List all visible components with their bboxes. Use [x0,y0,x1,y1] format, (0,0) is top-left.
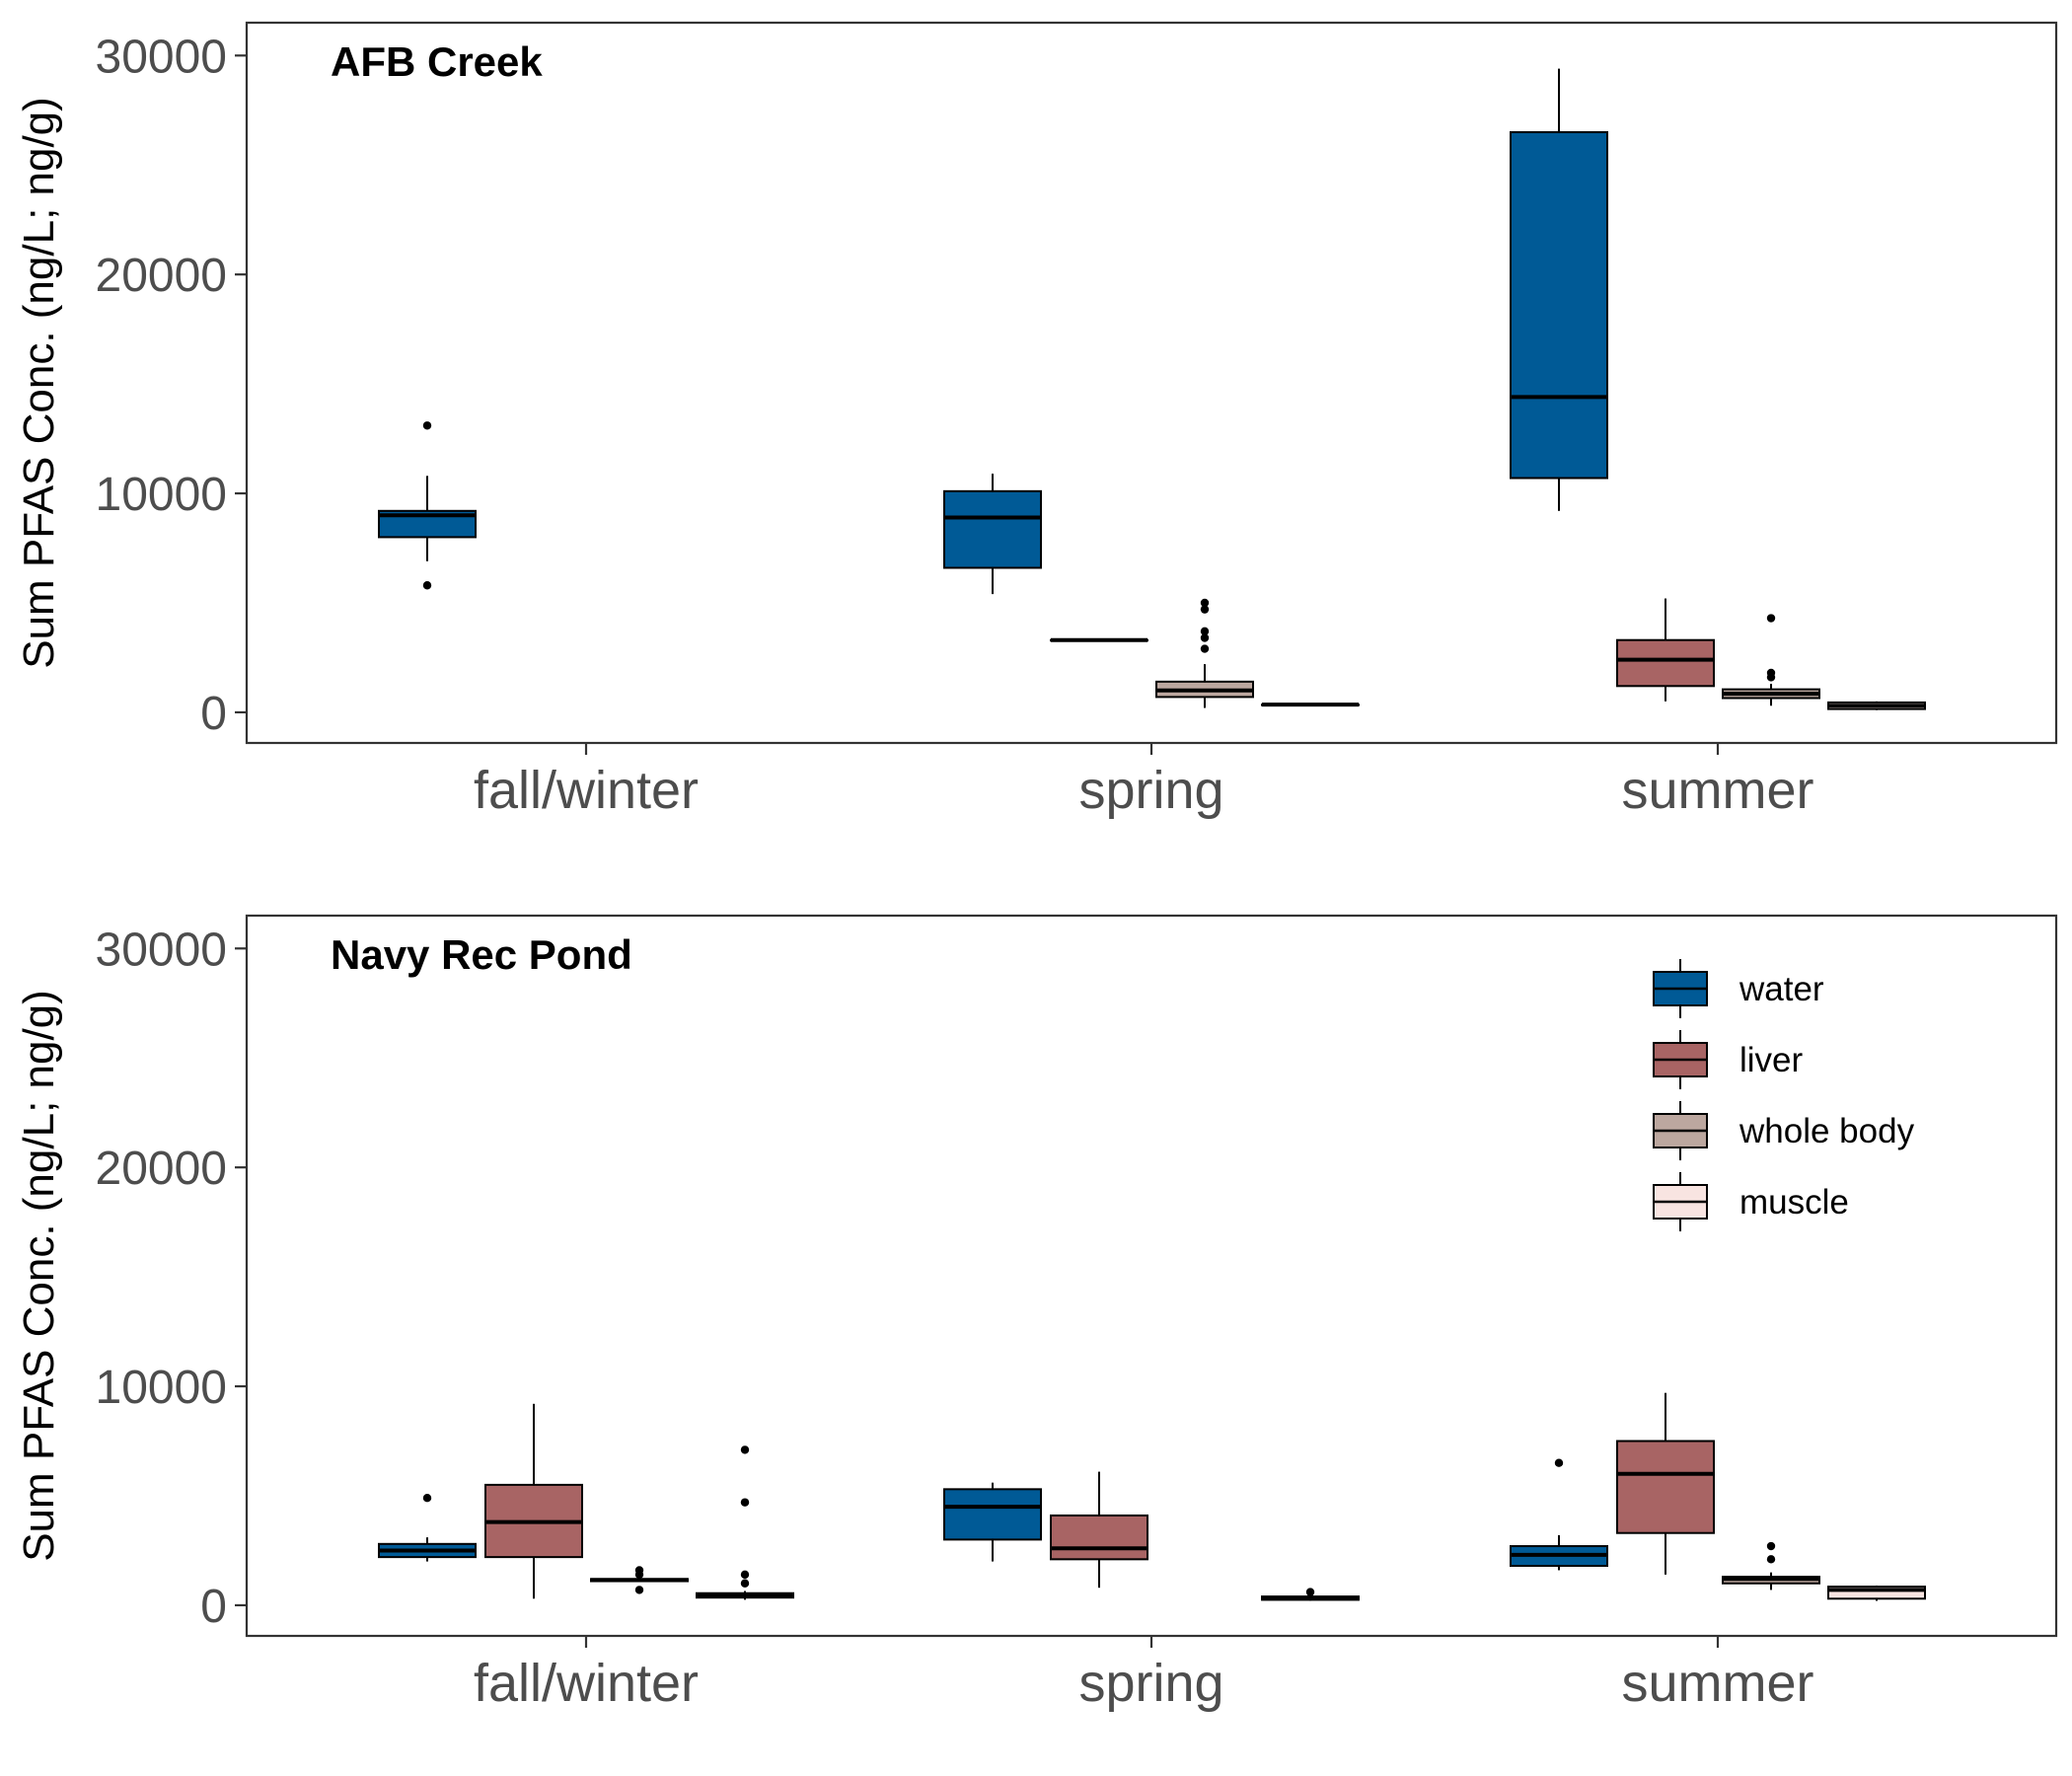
legend: water liver whole body muscle [1653,959,1915,1231]
panel-navy-rec-pond: 0 10000 20000 30000 fall/winter spring summer S… [15,914,2058,1713]
legend-label: muscle [1739,1183,1849,1221]
outlier-point [634,1566,644,1575]
box-iqr [943,1488,1042,1541]
box-water [943,1482,1042,1562]
box-muscle [696,1445,794,1600]
y-tick-label: 0 [200,1581,227,1633]
x-category-label: summer [1621,1654,1813,1713]
outlier-point [740,1445,750,1454]
x-category-label: spring [1078,1654,1223,1713]
outlier-point [422,421,432,430]
y-tick-label: 0 [200,688,227,740]
legend-item-liver: liver [1653,1030,1804,1089]
outlier-point [634,1586,644,1594]
panel-afb-creek: 0 10000 20000 30000 fall/winter spring summer S… [15,21,2058,820]
y-tick-label: 30000 [96,31,227,83]
x-category-label: fall/winter [474,761,699,820]
legend-item-muscle: muscle [1653,1172,1849,1231]
box-iqr [943,489,1042,569]
box-liver [1050,1471,1148,1589]
y-axis-label: Sum PFAS Conc. (ng/L; ng/g) [15,97,63,669]
legend-label: whole body [1739,1112,1915,1150]
outlier-point [422,1494,432,1503]
box-water [378,1494,477,1562]
outlier-point [1200,627,1210,636]
box-water [378,421,477,590]
outlier-point [1200,605,1210,614]
y-tick-label: 10000 [96,469,227,521]
box-liver [1616,1392,1715,1575]
legend-label: water [1739,970,1824,1008]
outlier-point [740,1570,750,1580]
box-whole-body [590,1566,689,1594]
outlier-point [1200,598,1210,608]
box-whole-body [1722,614,1820,706]
outlier-point [1766,1541,1776,1551]
box-liver [1050,637,1148,642]
box-muscle [1827,701,1926,710]
legend-item-water: water [1653,959,1824,1018]
box-water [943,474,1042,595]
box-whole-body [1722,1541,1820,1591]
y-axis-label: Sum PFAS Conc. (ng/L; ng/g) [15,990,63,1562]
outlier-point [1305,1588,1315,1596]
outlier-point [1554,1458,1564,1467]
box-whole-body [1155,598,1254,708]
box-muscle [1261,703,1360,707]
legend-item-whole-body: whole body [1653,1101,1915,1160]
panel-frame [245,21,2058,745]
x-category-label: fall/winter [474,1654,699,1713]
panel-title: Navy Rec Pond [331,931,632,978]
outlier-point [740,1498,750,1507]
box-water [1510,1458,1608,1571]
box-liver [484,1403,583,1599]
x-category-label: summer [1621,761,1813,820]
outlier-point [1200,644,1210,653]
outlier-point [422,581,432,590]
box-water [1510,68,1608,511]
box-muscle [1827,1585,1926,1601]
outlier-point [740,1579,750,1588]
y-tick-label: 10000 [96,1362,227,1414]
legend-label: liver [1739,1041,1804,1079]
y-tick-label: 20000 [96,1143,227,1195]
box-iqr [1510,130,1608,480]
panel-title: AFB Creek [331,38,543,85]
outlier-point [1200,633,1210,642]
y-tick-label: 30000 [96,924,227,976]
box-iqr [1050,1514,1148,1561]
y-tick-label: 20000 [96,250,227,302]
box-liver [1616,598,1715,702]
box-iqr [1616,638,1715,688]
outlier-point [1766,614,1776,623]
x-category-label: spring [1078,761,1223,820]
outlier-point [1766,1555,1776,1564]
box-iqr [1616,1440,1715,1534]
outlier-point [1766,668,1776,678]
box-muscle [1261,1588,1360,1601]
